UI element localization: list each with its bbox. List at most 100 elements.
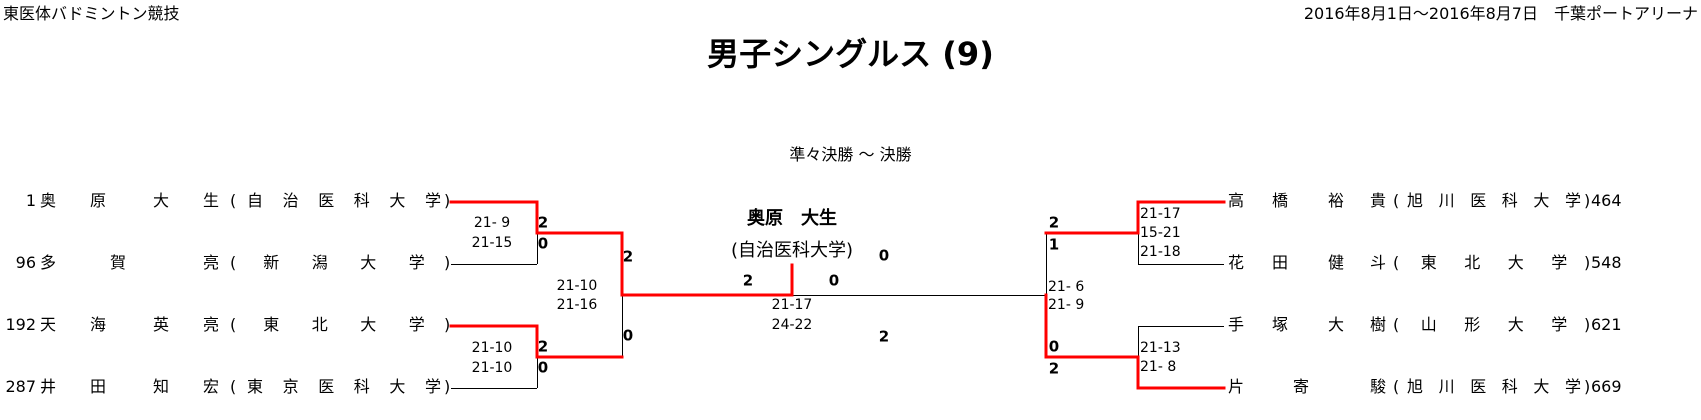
game-score: 21-10	[471, 340, 513, 356]
paren-close: )	[444, 191, 451, 210]
school-char: 自	[247, 191, 264, 210]
school-char: 京	[282, 377, 299, 396]
school-char: 東	[247, 377, 264, 396]
school-char: 大	[1533, 377, 1550, 396]
player-name-char: 英	[153, 315, 170, 334]
paren-open: (	[1393, 191, 1400, 210]
school-char: 学	[424, 191, 441, 210]
player-name-char: 高	[1228, 191, 1245, 210]
paren-close: )	[1584, 315, 1591, 334]
school-char: 川	[1438, 377, 1455, 396]
school-char: 科	[353, 191, 370, 210]
player-name-char: 塚	[1272, 315, 1289, 334]
school-char: 大	[389, 191, 406, 210]
player-name-char: 大	[153, 191, 170, 210]
player-name-char: 寄	[1293, 377, 1310, 396]
winner-path	[1044, 293, 1226, 390]
player-name-char: 亮	[203, 253, 220, 272]
game-score: 21- 9	[1048, 297, 1085, 313]
school-char: 医	[1470, 377, 1487, 396]
paren-open: (	[1393, 315, 1400, 334]
player-name-char: 賀	[110, 253, 127, 272]
paren-close: )	[444, 315, 451, 334]
player-school: 山形大学	[1407, 317, 1581, 333]
player-name-char: 奥	[40, 191, 57, 210]
school-char: 学	[408, 253, 425, 272]
player-name-char: 片	[1228, 377, 1245, 396]
match-points: 2	[1048, 213, 1060, 232]
player-seed: 669	[1591, 377, 1622, 396]
player-name-char: 田	[1272, 253, 1289, 272]
school-char: 医	[1470, 191, 1487, 210]
school-char: 治	[282, 191, 299, 210]
match-points: 2	[622, 247, 634, 266]
match-points: 2	[1048, 359, 1060, 378]
school-char: 北	[311, 315, 328, 334]
paren-open: (	[230, 377, 237, 396]
player-name-char: 田	[90, 377, 107, 396]
paren-open: (	[230, 191, 237, 210]
paren-open: (	[1393, 377, 1400, 396]
school-char: 科	[1501, 377, 1518, 396]
player-seed: 287	[5, 377, 36, 396]
player-name-char: 大	[1328, 315, 1345, 334]
school-char: 形	[1464, 315, 1481, 334]
school-char: 東	[1420, 253, 1437, 272]
player-school: 旭川医科大学	[1407, 379, 1581, 395]
winner-path	[449, 200, 794, 297]
school-char: 潟	[311, 253, 328, 272]
player-name-char: 樹	[1370, 315, 1387, 334]
player-name-char: 井	[40, 377, 57, 396]
school-char: 旭	[1407, 191, 1424, 210]
champion-name: 奥原 大生	[747, 208, 837, 229]
paren-close: )	[444, 253, 451, 272]
game-score: 21- 6	[1048, 279, 1085, 295]
school-char: 医	[318, 191, 335, 210]
game-score: 21-16	[556, 297, 598, 313]
match-points: 2	[537, 337, 549, 356]
game-score: 21-15	[471, 235, 513, 251]
match-points: 0	[1048, 337, 1060, 356]
player-school: 自治医科大学	[247, 193, 441, 209]
player-name-char: 亮	[203, 315, 220, 334]
game-score: 15-21	[1140, 225, 1181, 241]
school-char: 学	[408, 315, 425, 334]
champion-school: (自治医科大学)	[730, 240, 854, 261]
game-score: 24-22	[771, 317, 813, 333]
paren-open: (	[230, 315, 237, 334]
school-char: 学	[1564, 191, 1581, 210]
school-char: 旭	[1407, 377, 1424, 396]
player-name-char: 生	[203, 191, 220, 210]
round-subtitle: 準々決勝 ～ 決勝	[789, 145, 912, 164]
school-char: 大	[1507, 315, 1524, 334]
player-seed: 621	[1591, 315, 1622, 334]
player-name-char: 斗	[1370, 253, 1387, 272]
school-char: 新	[263, 253, 280, 272]
player-school: 東北大学	[1407, 255, 1581, 271]
player-seed: 96	[15, 253, 36, 272]
game-score: 21-18	[1140, 244, 1181, 260]
player-school: 東北大学	[247, 317, 441, 333]
game-score: 21-17	[771, 297, 813, 313]
paren-close: )	[1584, 377, 1591, 396]
player-name-char: 宏	[203, 377, 220, 396]
player-seed: 1	[25, 191, 36, 210]
school-char: 学	[1551, 253, 1568, 272]
winner-path	[449, 324, 624, 359]
player-name-char: 手	[1228, 315, 1245, 334]
player-school: 東京医科大学	[247, 379, 441, 395]
match-points: 2	[878, 327, 890, 346]
match-points: 0	[622, 326, 634, 345]
player-name-char: 天	[40, 315, 57, 334]
school-char: 北	[1464, 253, 1481, 272]
school-char: 科	[1501, 191, 1518, 210]
school-char: 大	[1507, 253, 1524, 272]
paren-open: (	[230, 253, 237, 272]
player-name-char: 健	[1328, 253, 1345, 272]
paren-close: )	[1584, 191, 1591, 210]
school-char: 学	[424, 377, 441, 396]
player-name-char: 原	[90, 191, 107, 210]
school-char: 科	[353, 377, 370, 396]
school-char: 大	[1533, 191, 1550, 210]
